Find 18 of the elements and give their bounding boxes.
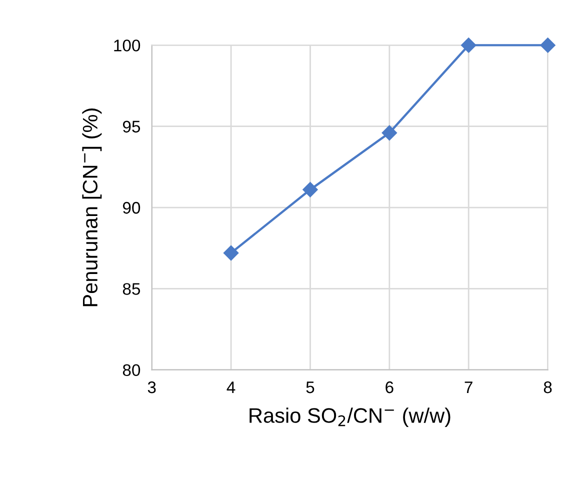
- x-tick-label: 8: [544, 381, 552, 394]
- point: [382, 125, 397, 140]
- point: [302, 182, 318, 198]
- point: [223, 245, 239, 261]
- x-tick-label: 5: [306, 382, 314, 394]
- y-tick-label: 80: [122, 364, 140, 376]
- x-axis-title: Rasio SO$_{2}$/CN$^{−}$ (w/w): [250, 408, 450, 428]
- point: [540, 38, 556, 53]
- y-tick-label: 100: [114, 40, 140, 52]
- point: [461, 38, 476, 53]
- x-tick-label: 7: [464, 382, 472, 394]
- y-tick-label: 95: [122, 120, 140, 133]
- y-axis-title: Penurunan [CN$^{−}$] (%): [82, 108, 102, 306]
- y-tick-label: 85: [122, 283, 140, 295]
- y-tick-label: 90: [122, 202, 140, 214]
- x-tick-label: 6: [386, 381, 394, 394]
- x-tick-label: 4: [226, 382, 236, 394]
- x-tick-label: 3: [148, 381, 156, 394]
